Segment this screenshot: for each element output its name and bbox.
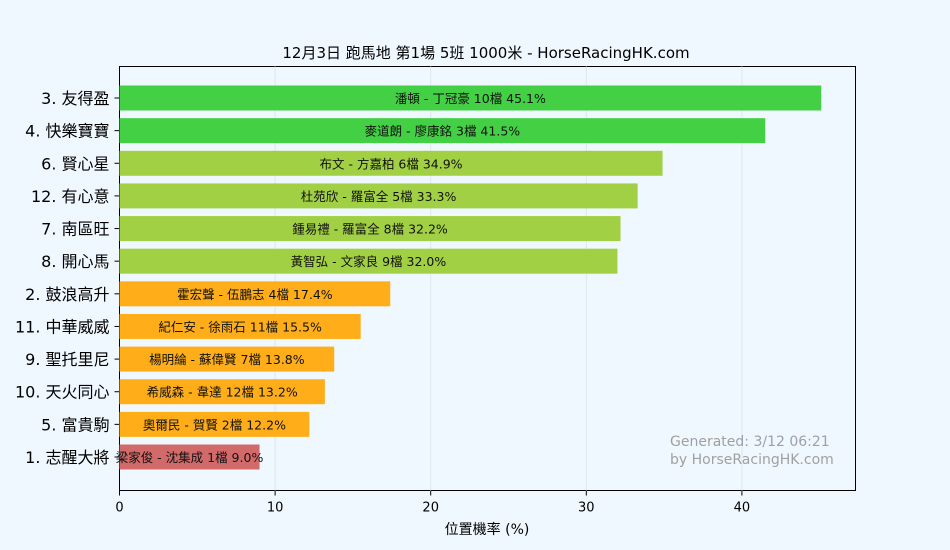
x-tick-label: 30 (578, 501, 595, 516)
watermark-generated: Generated: 3/12 06:21 (670, 434, 830, 450)
bar (119, 150, 663, 176)
bar-label: 鍾易禮 - 羅富全 8檔 32.2% (292, 222, 448, 237)
bar-label: 杜苑欣 - 羅富全 5檔 33.3% (301, 189, 457, 204)
y-category-label: 11. 中華威威 (15, 317, 110, 336)
y-axis-labels: 3. 友得盈 4. 快樂寶寶 6. 賢心星 12. 有心意 7. 南區旺 8. 開心馬 2.… (15, 89, 120, 467)
y-category-label: 4. 快樂寶寶 (25, 122, 109, 141)
bar-label: 希威森 - 韋達 12檔 13.2% (147, 385, 298, 400)
bar (119, 411, 310, 437)
y-category-label: 1. 志醒大將 (25, 448, 109, 467)
y-category-label: 9. 聖托里尼 (25, 350, 109, 369)
bar-label: 布文 - 方嘉柏 6檔 34.9% (319, 156, 462, 171)
bar (119, 346, 335, 372)
chart-title: 12月3日 跑馬地 第1場 5班 1000米 - HorseRacingHK.c… (282, 44, 689, 62)
bar-label: 霍宏聲 - 伍鵬志 4檔 17.4% (177, 287, 333, 302)
bar (119, 379, 325, 405)
x-tick-label: 40 (734, 501, 751, 516)
bar (119, 118, 766, 144)
y-category-label: 12. 有心意 (31, 187, 110, 206)
bar (119, 248, 618, 274)
watermark-site: by HorseRacingHK.com (670, 452, 834, 468)
y-category-label: 10. 天火同心 (15, 383, 110, 402)
y-category-label: 5. 富貴駒 (41, 415, 109, 434)
x-tick-label: 10 (267, 501, 284, 516)
x-axis-label: 位置機率 (%) (445, 521, 530, 538)
bar-label: 楊明綸 - 蘇偉賢 7檔 13.8% (149, 352, 305, 367)
bar (119, 216, 621, 242)
x-tick-label: 20 (422, 501, 439, 516)
y-category-label: 7. 南區旺 (41, 220, 109, 239)
bar-label: 奧爾民 - 賀賢 2檔 12.2% (143, 417, 286, 432)
bar-label: 麥道朗 - 廖康銘 3檔 41.5% (365, 124, 521, 139)
bar (119, 281, 391, 307)
bar (119, 85, 822, 111)
y-category-label: 3. 友得盈 (41, 89, 109, 108)
y-category-label: 8. 開心馬 (41, 252, 109, 271)
x-tick-label: 0 (115, 501, 123, 516)
y-category-label: 6. 賢心星 (41, 154, 109, 173)
bars-group: 潘頓 - 丁冠豪 10檔 45.1% 麥道朗 - 廖康銘 3檔 41.5% 布文 -… (116, 85, 822, 470)
bar (119, 444, 260, 470)
y-category-label: 2. 鼓浪高升 (25, 285, 109, 304)
bar-label: 黃智弘 - 文家良 9檔 32.0% (291, 254, 447, 269)
x-axis-ticks: 0 10 20 30 40 (115, 490, 751, 516)
bar (119, 313, 361, 339)
bar-label: 紀仁安 - 徐雨石 11檔 15.5% (158, 319, 322, 334)
bar-label: 梁家俊 - 沈集成 1檔 9.0% (116, 450, 264, 465)
bar-label: 潘頓 - 丁冠豪 10檔 45.1% (395, 91, 546, 106)
bar (119, 183, 638, 209)
